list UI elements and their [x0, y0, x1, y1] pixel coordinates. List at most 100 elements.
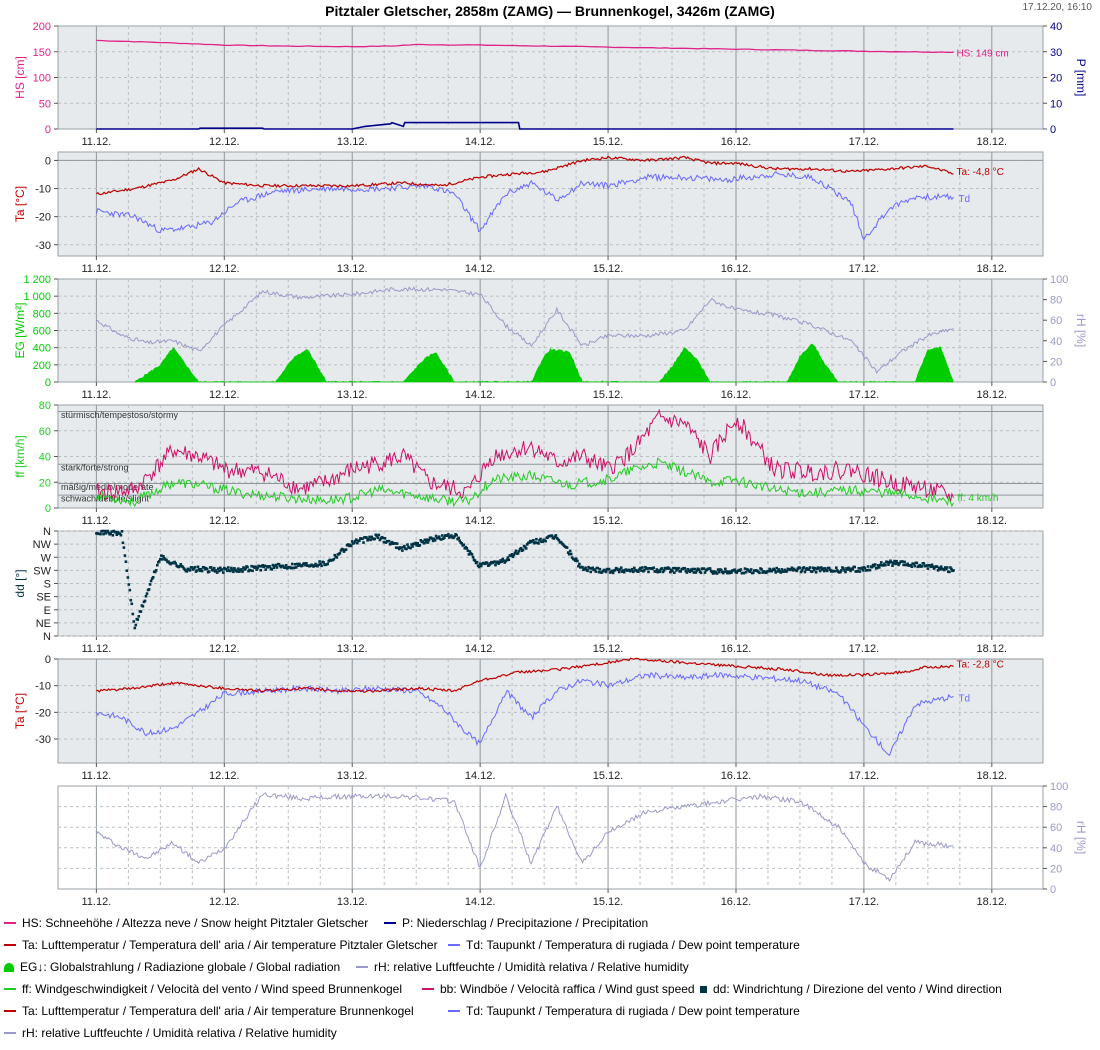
- wind-direction-point: [214, 569, 218, 572]
- wind-direction-point: [777, 568, 780, 571]
- wind-direction-point: [398, 547, 401, 551]
- y2-tick-label: 40: [1050, 336, 1062, 348]
- wind-direction-point: [654, 570, 658, 573]
- y2-axis-label: P [mm]: [1074, 59, 1088, 97]
- wind-direction-point: [532, 539, 535, 542]
- y-axis-label: Ta [°C]: [13, 693, 27, 729]
- wind-direction-point: [344, 548, 348, 551]
- wind-direction-point: [652, 566, 655, 569]
- wind-direction-point: [823, 567, 827, 570]
- wind-direction-point: [886, 560, 889, 564]
- wind-direction-point: [127, 583, 131, 586]
- wind-direction-point: [760, 568, 763, 571]
- legend-swatch-line: [384, 922, 396, 924]
- wind-direction-point: [813, 566, 817, 570]
- wind-direction-point: [475, 560, 479, 564]
- wind-direction-point: [644, 565, 647, 569]
- wind-direction-point: [207, 570, 211, 573]
- wind-direction-point: [162, 555, 165, 558]
- wind-direction-point: [541, 540, 544, 544]
- y-tick-label: 600: [33, 326, 51, 338]
- y2-tick-label: 30: [1050, 47, 1062, 59]
- wind-direction-point: [153, 570, 157, 574]
- wind-direction-point: [936, 569, 940, 572]
- wind-direction-point: [446, 534, 449, 537]
- wind-direction-point: [685, 571, 689, 574]
- legend-item: Ta: Lufttemperatur / Temperatura dell' a…: [4, 1004, 414, 1018]
- y2-tick-label: 20: [1050, 356, 1062, 368]
- legend-swatch-line: [448, 1010, 460, 1012]
- wind-direction-point: [719, 568, 723, 572]
- wind-direction-point: [812, 568, 816, 572]
- wind-direction-point: [226, 569, 229, 573]
- legend-label: dd: Windrichtung / Direzione del vento /…: [713, 982, 1002, 996]
- y-tick-label: 0: [45, 503, 51, 515]
- panel-7-background: [57, 785, 1044, 890]
- wind-direction-point: [949, 566, 952, 569]
- wind-direction-point: [683, 567, 687, 570]
- y2-tick-label: 0: [1050, 124, 1056, 136]
- wind-direction-point: [339, 549, 343, 552]
- wind-direction-point: [616, 568, 620, 572]
- wind-direction-point: [255, 568, 258, 571]
- wind-direction-point: [746, 568, 750, 572]
- wind-direction-point: [237, 567, 240, 570]
- legend-item: Ta: Lufttemperatur / Temperatura dell' a…: [4, 938, 438, 952]
- wind-direction-point: [167, 560, 170, 563]
- wind-direction-point: [782, 570, 786, 573]
- wind-direction-point: [375, 534, 379, 538]
- wind-direction-point: [844, 570, 847, 574]
- wind-direction-point: [589, 570, 592, 574]
- y-axis-label: dd [°]: [13, 569, 27, 597]
- wind-direction-point: [440, 538, 443, 541]
- x-tick-label: 14.12.: [465, 896, 496, 905]
- wind-direction-point: [422, 542, 426, 545]
- y-tick-label: 1 200: [23, 274, 51, 286]
- wind-direction-point: [443, 536, 446, 539]
- wind-direction-point: [433, 539, 437, 542]
- wind-direction-point: [370, 535, 373, 539]
- x-tick-label: 15.12.: [593, 389, 624, 401]
- wind-direction-point: [283, 566, 287, 569]
- series-line-air-temperature: [96, 657, 954, 693]
- x-tick-label: 14.12.: [465, 136, 496, 148]
- wind-direction-point: [559, 540, 563, 544]
- legend-label: Ta: Lufttemperatur / Temperatura dell' a…: [22, 1004, 414, 1018]
- wind-direction-point: [843, 569, 846, 572]
- wind-direction-point: [646, 567, 649, 570]
- wind-direction-point: [249, 569, 252, 572]
- wind-direction-point: [894, 562, 897, 566]
- wind-direction-point: [293, 566, 296, 570]
- x-tick-label: 11.12.: [81, 770, 111, 782]
- wind-direction-point: [457, 536, 460, 540]
- wind-direction-point: [708, 567, 712, 570]
- legend-item: HS: Schneehöhe / Altezza neve / Snow hei…: [4, 916, 368, 930]
- wind-direction-point: [537, 542, 540, 545]
- wind-direction-point: [567, 552, 571, 556]
- wind-direction-point: [346, 543, 350, 546]
- wind-direction-point: [354, 539, 357, 543]
- wind-direction-point: [236, 570, 239, 573]
- wind-direction-point: [749, 568, 753, 571]
- wind-direction-point: [378, 538, 382, 542]
- wind-direction-point: [294, 563, 297, 566]
- wind-direction-point: [578, 562, 581, 566]
- wind-direction-point: [400, 546, 403, 550]
- wind-direction-point: [918, 563, 922, 567]
- wind-direction-point: [909, 563, 912, 567]
- series-line-dewpoint: [95, 170, 954, 241]
- wind-direction-point: [557, 539, 561, 542]
- wind-direction-point: [254, 565, 257, 568]
- wind-direction-point: [883, 562, 886, 566]
- wind-direction-point: [221, 568, 224, 571]
- y-tick-label: 20: [39, 477, 51, 489]
- y-tick-label: NW: [33, 539, 52, 551]
- wind-direction-point: [912, 562, 915, 566]
- wind-direction-point: [672, 566, 675, 570]
- wind-direction-point: [842, 567, 845, 570]
- x-tick-label: 16.12.: [721, 515, 752, 527]
- x-tick-label: 11.12.: [81, 263, 111, 275]
- wind-direction-point: [895, 559, 898, 563]
- wind-direction-point: [143, 599, 147, 603]
- wind-direction-point: [876, 564, 880, 567]
